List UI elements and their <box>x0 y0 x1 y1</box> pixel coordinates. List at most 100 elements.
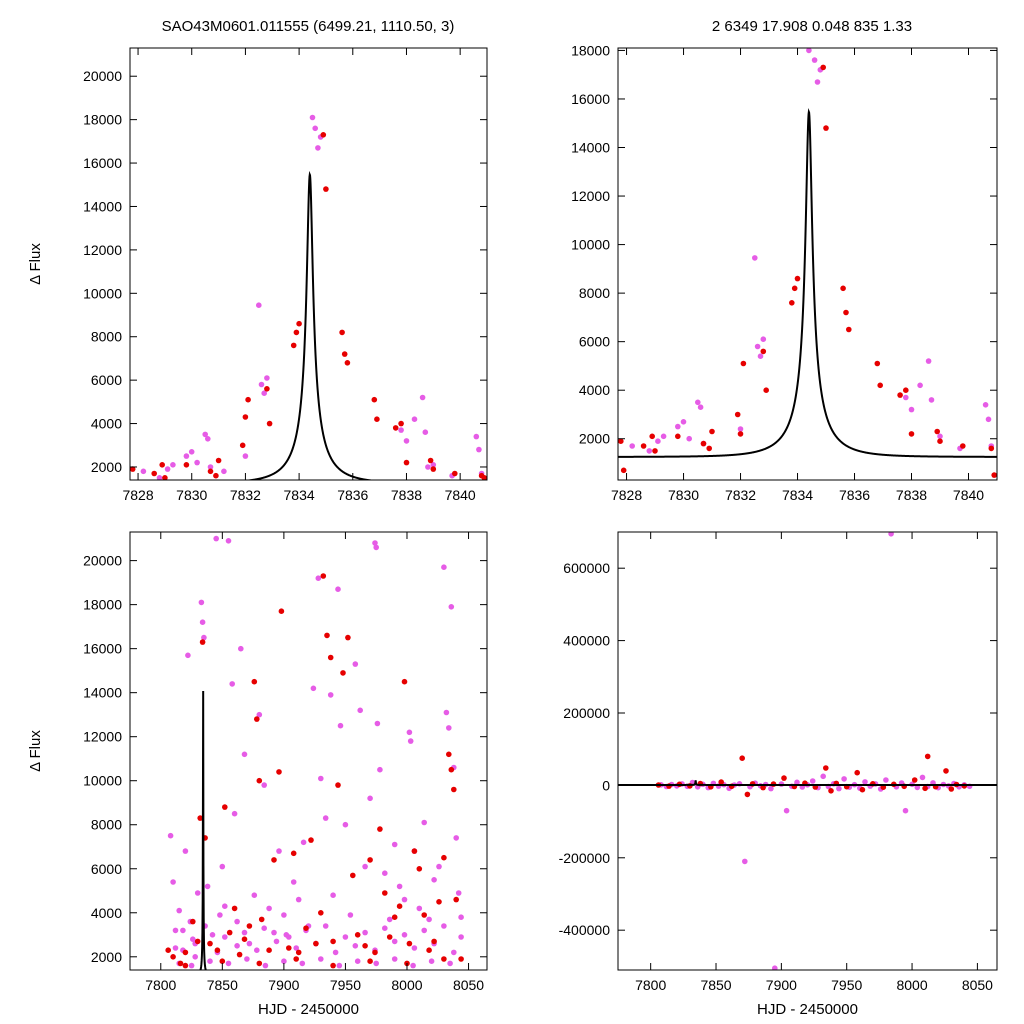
data-point <box>347 912 354 918</box>
data-points <box>130 114 487 480</box>
data-point <box>170 462 176 468</box>
data-point <box>192 954 198 960</box>
data-point <box>407 738 414 744</box>
data-point <box>620 467 627 474</box>
data-point <box>398 427 404 433</box>
data-point <box>883 777 889 783</box>
data-point <box>322 815 329 821</box>
data-point <box>820 64 826 71</box>
data-point <box>182 962 189 969</box>
data-point <box>937 433 943 440</box>
x-tick-label: 7900 <box>268 977 299 993</box>
data-point <box>811 57 818 63</box>
x-tick-label: 7836 <box>337 487 368 503</box>
data-point <box>315 575 322 581</box>
data-point <box>190 918 196 925</box>
data-point <box>391 841 398 848</box>
data-point <box>354 932 361 938</box>
data-point <box>760 784 766 791</box>
data-point <box>238 645 244 652</box>
data-point <box>197 815 203 821</box>
data-point <box>742 858 748 865</box>
data-point <box>357 707 364 714</box>
data-point <box>382 890 388 896</box>
data-point <box>236 951 243 958</box>
data-point <box>182 848 189 854</box>
data-point <box>295 896 302 903</box>
panel-top-right-zoom: 7828 7830 7832 7834 7836 7838 7840 2000 4000 6000… <box>571 42 998 503</box>
data-point <box>928 397 935 403</box>
data-point <box>809 778 816 784</box>
y-tick-label: 8000 <box>91 817 122 833</box>
x-tick-label: 7834 <box>782 487 813 503</box>
panel-top-left-zoom: 7828 7830 7832 7834 7836 7838 7840 2000 4000 6000… <box>27 47 488 503</box>
data-point <box>341 351 348 357</box>
data-point <box>241 936 248 942</box>
data-point <box>452 470 458 477</box>
data-point <box>447 960 453 967</box>
plot-frame <box>129 531 488 971</box>
data-point <box>425 464 431 470</box>
data-point <box>221 468 227 475</box>
x-tick-label: 7832 <box>725 487 756 503</box>
data-point <box>629 443 635 449</box>
data-point <box>188 449 195 455</box>
data-point <box>828 788 834 794</box>
data-point <box>988 445 995 452</box>
data-point <box>392 425 399 431</box>
data-point <box>271 929 277 936</box>
data-point <box>231 810 238 817</box>
data-point <box>261 925 268 931</box>
data-point <box>453 835 460 841</box>
data-point <box>251 678 258 685</box>
data-point <box>367 795 373 802</box>
data-point <box>130 466 136 472</box>
data-point <box>345 634 351 641</box>
data-point <box>202 431 208 438</box>
data-point <box>902 807 909 814</box>
x-tick-label: 7950 <box>330 977 361 993</box>
data-point <box>373 544 380 551</box>
x-tick-label: 7800 <box>635 977 666 993</box>
y-tick-label: 6000 <box>579 334 610 350</box>
data-point <box>177 960 184 967</box>
title-left: SAO43M0601.011555 (6499.21, 1110.50, 3) <box>162 18 455 35</box>
data-point <box>416 905 423 912</box>
data-point <box>253 716 260 722</box>
data-point <box>421 912 428 918</box>
x-tick-label: 7850 <box>700 977 731 993</box>
data-point <box>180 927 186 934</box>
data-point <box>401 932 408 938</box>
data-point <box>309 114 316 121</box>
data-point <box>164 466 171 472</box>
data-point <box>352 943 359 949</box>
y-tick-label: 10000 <box>83 285 122 301</box>
data-point <box>176 907 182 914</box>
data-point <box>225 538 232 544</box>
data-point <box>675 423 681 430</box>
data-point <box>914 784 921 791</box>
data-point <box>194 890 201 896</box>
y-tick-label: 12000 <box>83 242 122 258</box>
data-point <box>372 540 378 546</box>
data-point <box>258 916 265 923</box>
data-point <box>214 947 221 953</box>
data-point <box>170 879 176 885</box>
data-point <box>985 416 992 423</box>
data-point <box>473 433 480 440</box>
data-point <box>251 892 258 898</box>
data-point <box>406 940 413 947</box>
data-point <box>140 468 147 475</box>
data-point <box>814 79 821 85</box>
data-point <box>922 785 928 792</box>
data-point <box>256 711 263 718</box>
y-tick-label: 14000 <box>83 685 122 701</box>
data-point <box>330 938 336 945</box>
data-point <box>862 779 868 785</box>
data-point <box>296 320 302 327</box>
data-point <box>410 962 416 969</box>
data-point <box>757 353 764 360</box>
panel-bottom-left-full: 7800 7850 7900 7950 8000 8050 2000 4000 6000 8000… <box>27 531 488 1018</box>
data-point <box>709 428 715 435</box>
data-point <box>411 848 418 854</box>
